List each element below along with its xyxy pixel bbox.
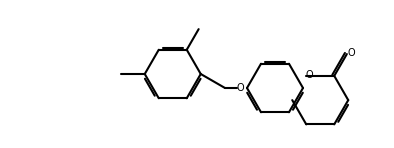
Text: O: O <box>305 70 313 80</box>
Text: O: O <box>236 83 244 93</box>
Text: O: O <box>347 48 355 58</box>
